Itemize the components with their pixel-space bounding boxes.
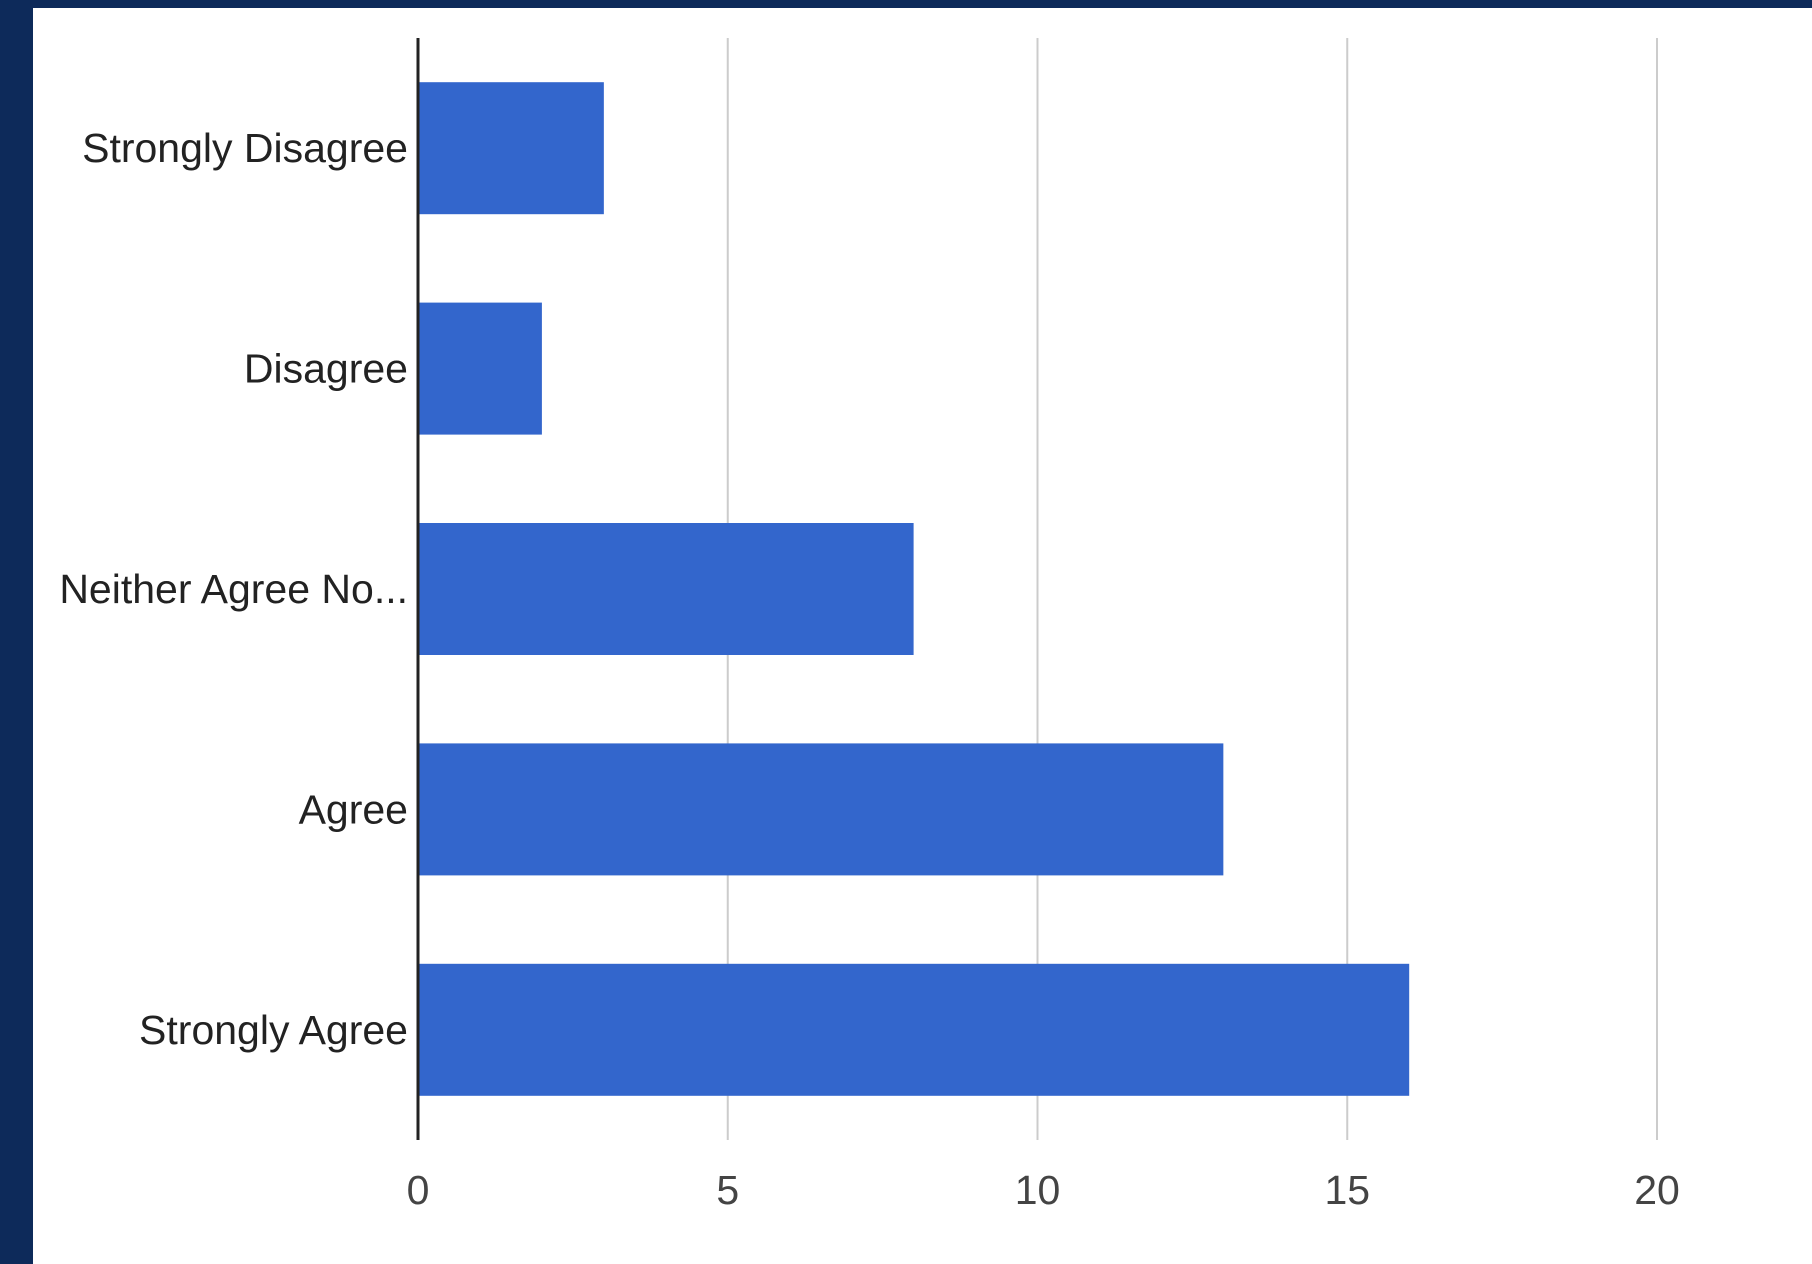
bars [418,82,1410,1096]
category-label: Disagree [244,346,408,392]
bar-neither-agree-no [418,523,914,655]
bar-disagree [418,302,542,435]
category-label: Strongly Agree [139,1007,408,1053]
x-tick-label-20: 20 [1634,1167,1680,1213]
bar-strongly-disagree [418,82,604,215]
bar-strongly-agree [418,963,1410,1096]
category-labels: Strongly Disagree Disagree Neither Agree N… [59,125,408,1053]
x-tick-label-5: 5 [716,1167,739,1213]
x-tick-labels: 0 5 10 15 20 [407,1167,1680,1213]
x-tick-label-10: 10 [1015,1167,1061,1213]
grid-lines [726,38,1658,1140]
category-label: Neither Agree No... [59,566,408,612]
bar-agree [418,743,1224,876]
x-tick-label-15: 15 [1324,1167,1370,1213]
x-tick-label-0: 0 [407,1167,430,1213]
category-label: Strongly Disagree [82,125,408,171]
category-label: Agree [299,786,408,832]
